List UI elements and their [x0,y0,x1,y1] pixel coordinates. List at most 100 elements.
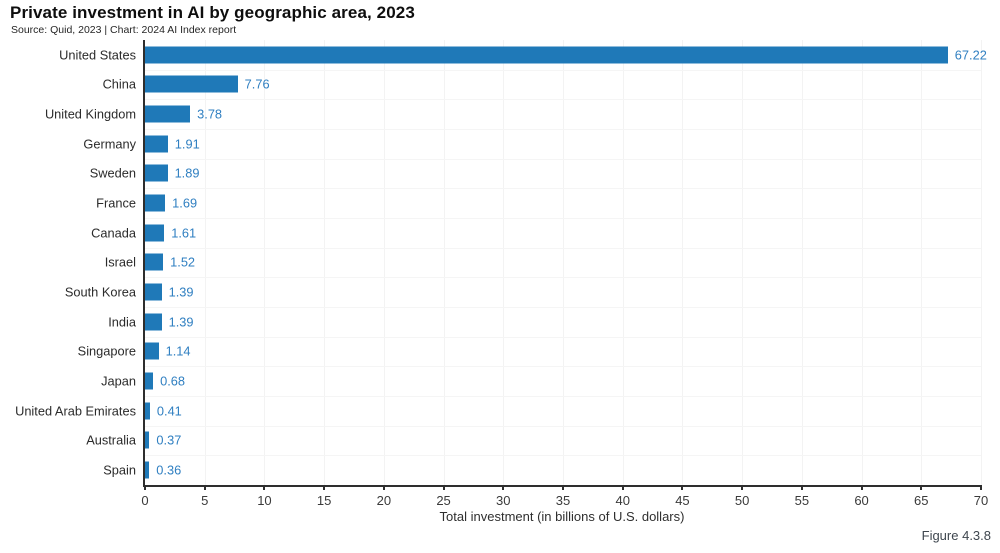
bar-row: India 1.39 [108,307,981,337]
x-axis-tick-label: 50 [734,493,750,508]
x-axis-tick-label: 15 [316,493,332,508]
bar [145,431,150,449]
value-label: 0.41 [156,403,182,419]
x-axis-tick-label: 0 [141,493,149,508]
grid-line-vertical [324,40,326,485]
value-label: 0.36 [156,462,182,478]
value-label: 1.39 [168,314,194,330]
value-label: 1.69 [172,195,198,211]
grid-line-vertical [204,40,206,485]
x-axis-tick [203,485,206,490]
grid-line-vertical [742,40,744,485]
bar [145,461,150,479]
category-label: Australia [86,432,136,448]
x-axis-tick-label: 35 [555,493,571,508]
x-axis-tick [621,485,624,490]
grid-line-vertical [861,40,863,485]
category-label: Singapore [77,343,136,359]
x-axis-tick-label: 20 [376,493,392,508]
value-label: 0.37 [156,432,182,448]
bar [145,75,238,93]
bar [145,402,150,420]
x-axis-label: Total investment (in billions of U.S. do… [439,509,685,524]
grid-line-horizontal [145,188,981,190]
bar [145,164,168,182]
grid-line-vertical [622,40,624,485]
x-axis-tick [323,485,326,490]
grid-line-horizontal [145,455,981,457]
x-axis-tick [920,485,923,490]
x-axis-tick [442,485,445,490]
category-label: South Korea [64,284,136,300]
chart-title: Private investment in AI by geographic a… [10,3,415,22]
bar-row: Australia 0.37 [86,426,981,456]
x-axis-tick-label: 55 [794,493,810,508]
grid-line-vertical [503,40,505,485]
bar-row: China 7.76 [103,70,981,100]
grid-line-vertical [383,40,385,485]
x-axis-tick [800,485,803,490]
grid-line-horizontal [145,158,981,160]
category-label: Israel [104,254,136,270]
grid-line-horizontal [145,277,981,279]
bar-row: France 1.69 [96,188,981,218]
bar [145,135,168,153]
figure-label: Figure 4.3.8 [921,528,991,543]
bar-row: United Kingdom 3.78 [45,99,981,129]
x-axis-tick [502,485,505,490]
bar-row: Israel 1.52 [105,248,981,278]
x-axis-tick-label: 5 [201,493,209,508]
bar-row: Singapore 1.14 [78,337,981,367]
x-axis-tick [562,485,564,490]
grid-line-horizontal [145,425,981,427]
x-axis-tick-label: 45 [675,493,690,508]
grid-line-vertical [981,40,982,485]
bar [145,283,162,301]
category-label: Japan [101,373,136,389]
x-axis-tick-label: 65 [914,493,929,508]
value-label: 0.68 [160,373,186,389]
x-axis-tick-label: 10 [257,493,272,508]
category-label: Spain [103,462,136,478]
x-axis-tick [741,485,744,490]
grid-line-horizontal [145,366,981,368]
chart-source: Source: Quid, 2023 | Chart: 2024 AI Inde… [11,24,237,36]
category-label: Canada [91,225,136,241]
value-label: 3.78 [197,106,223,122]
bar-row: United Arab Emirates 0.41 [15,396,981,426]
bar-row: Spain 0.36 [103,455,981,485]
grid-line-vertical [563,40,564,485]
value-label: 1.39 [168,284,194,300]
x-axis-tick-label: 60 [854,493,869,508]
value-label: 67.22 [954,47,987,63]
grid-line-vertical [264,40,266,485]
value-label: 7.76 [244,76,270,92]
category-label: China [102,76,136,92]
grid-line-horizontal [145,307,981,308]
category-label: Sweden [89,165,136,181]
grid-line-horizontal [145,247,981,249]
grid-line-horizontal [145,396,981,397]
category-label: France [96,195,136,211]
bar [145,253,164,271]
grid-line-horizontal [145,129,981,130]
plot-area: United States 67.22 China 7.76 United Kingdo… [15,40,988,508]
grid-line-horizontal [145,336,981,338]
x-axis-tick [144,485,146,490]
bar-row: Sweden 1.89 [90,159,981,189]
bar-row: South Korea 1.39 [65,277,981,307]
bar [145,224,165,242]
grid-line-vertical [443,40,445,485]
x-axis-tick [681,485,684,490]
bar [145,372,154,390]
value-label: 1.61 [171,225,197,241]
grid-line-horizontal [145,69,981,71]
bar [145,313,162,331]
grid-line-vertical [801,40,803,485]
category-label: United States [59,47,136,63]
bar [145,46,948,64]
bar-row: Germany 1.91 [83,129,981,159]
x-axis-tick-label: 40 [615,493,630,508]
value-label: 1.14 [165,343,191,359]
